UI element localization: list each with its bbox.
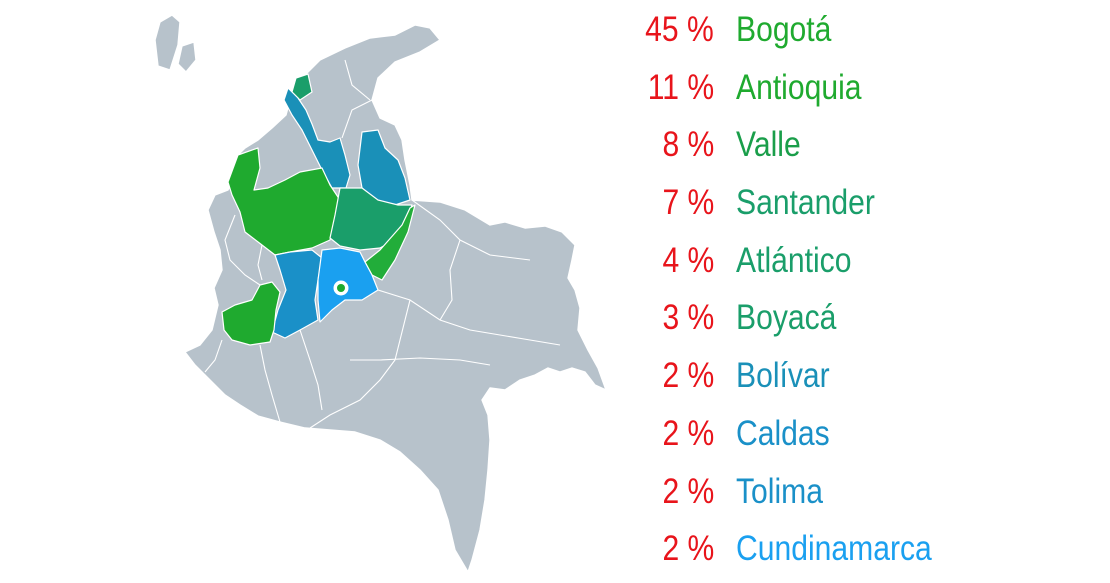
legend-region-name: Tolima <box>736 471 823 511</box>
legend-percent: 4 % <box>662 240 714 280</box>
location-dot-icon <box>333 280 349 296</box>
map-svg <box>154 14 607 573</box>
region-caldas-tolima <box>271 249 323 339</box>
legend-region-name: Antioquia <box>736 67 862 107</box>
colombia-map <box>154 14 607 573</box>
legend-percent: 3 % <box>662 298 714 338</box>
legend-row-boyaca: 3 % Boyacá <box>612 294 1102 352</box>
legend-percent: 45 % <box>645 10 714 49</box>
legend-region-name: Caldas <box>736 413 830 453</box>
legend-region-name: Santander <box>736 183 875 223</box>
san-andres-island <box>154 14 181 71</box>
legend-row-antioquia: 11 % Antioquia <box>612 64 1102 122</box>
legend: 45 % Bogotá 11 % Antioquia 8 % Valle 7 %… <box>612 6 1102 583</box>
legend-row-bogota: 45 % Bogotá <box>612 6 1102 64</box>
legend-row-santander: 7 % Santander <box>612 179 1102 237</box>
region-valle <box>221 281 281 346</box>
legend-region-name: Cundinamarca <box>736 529 932 569</box>
legend-row-bolivar: 2 % Bolívar <box>612 352 1102 410</box>
region-boyaca <box>364 204 416 281</box>
legend-region-name: Atlántico <box>736 240 852 280</box>
legend-percent: 7 % <box>662 183 714 223</box>
legend-row-valle: 8 % Valle <box>612 121 1102 179</box>
legend-row-cundinamarca: 2 % Cundinamarca <box>612 525 1102 583</box>
region-cundinamarca <box>317 247 379 323</box>
legend-row-atlantico: 4 % Atlántico <box>612 237 1102 295</box>
legend-region-name: Bolívar <box>736 356 830 396</box>
legend-region-name: Bogotá <box>736 10 832 49</box>
legend-percent: 11 % <box>647 67 714 107</box>
region-bolivar <box>283 87 351 189</box>
legend-region-name: Boyacá <box>736 298 837 338</box>
region-cesar <box>357 129 411 206</box>
legend-row-caldas: 2 % Caldas <box>612 410 1102 468</box>
legend-percent: 8 % <box>662 125 714 165</box>
region-atlantico <box>291 73 313 101</box>
colombia-mainland <box>184 24 607 573</box>
legend-percent: 2 % <box>662 413 714 453</box>
legend-row-tolima: 2 % Tolima <box>612 468 1102 526</box>
inner-borders <box>204 59 561 429</box>
legend-percent: 2 % <box>662 529 714 569</box>
legend-region-name: Valle <box>736 125 801 165</box>
legend-percent: 2 % <box>662 356 714 396</box>
providencia-island <box>177 41 197 73</box>
legend-percent: 2 % <box>662 471 714 511</box>
